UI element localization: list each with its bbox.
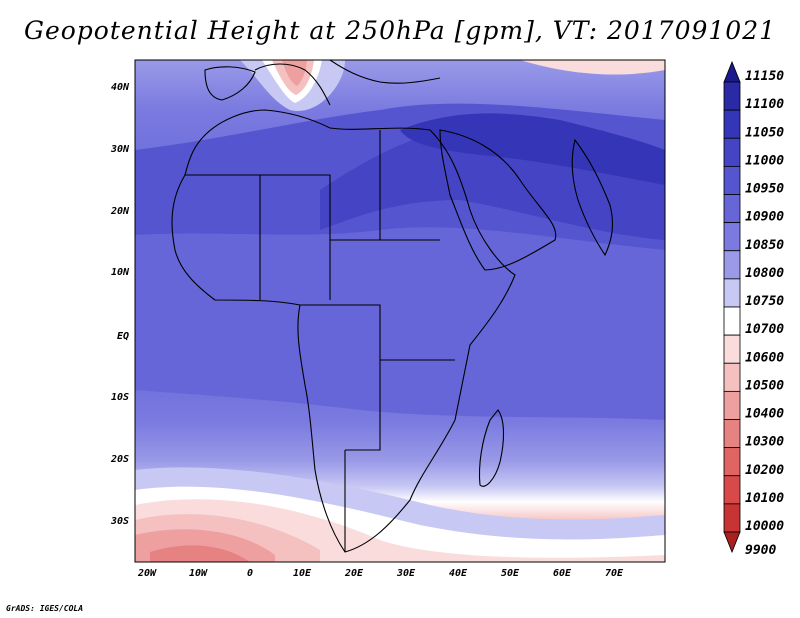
colorbar-swatch xyxy=(723,334,741,364)
colorbar-label: 10300 xyxy=(745,435,784,450)
colorbar-swatch xyxy=(723,306,741,336)
lon-tick-label: 20E xyxy=(344,568,364,579)
lat-axis: 40N 30N 20N 10N EQ 10S 20S 30S xyxy=(110,82,130,527)
colorbar-swatch xyxy=(723,109,741,139)
colorbar-swatch xyxy=(723,390,741,420)
colorbar-swatch xyxy=(723,194,741,224)
lon-tick-label: 10W xyxy=(189,568,208,579)
lat-tick-label: EQ xyxy=(117,331,129,342)
coastlines xyxy=(171,60,614,553)
lat-tick-label: 10N xyxy=(111,267,130,278)
colorbar-swatch xyxy=(723,362,741,392)
colorbar-swatch xyxy=(723,419,741,449)
colorbar-label: 10700 xyxy=(745,322,784,337)
colorbar-swatch xyxy=(723,447,741,477)
lon-tick-label: 30E xyxy=(396,568,416,579)
map-title: Geopotential Height at 250hPa [gpm], VT:… xyxy=(23,16,777,45)
colorbar-swatch xyxy=(723,137,741,167)
lat-tick-label: 10S xyxy=(111,392,129,403)
credit-label: GrADS: IGES/COLA xyxy=(6,604,84,613)
colorbar-label: 10750 xyxy=(745,294,784,309)
colorbar-label: 10400 xyxy=(745,407,784,422)
lon-tick-label: 20W xyxy=(137,568,157,579)
colorbar-swatch xyxy=(723,222,741,252)
colorbar-swatch xyxy=(723,165,741,195)
colorbar-label: 11100 xyxy=(745,97,784,112)
colorbar-label: 10600 xyxy=(745,350,784,365)
lon-axis: 20W 10W 0 10E 20E 30E 40E 50E 60E 70E xyxy=(137,568,624,579)
colorbar-swatch xyxy=(723,503,741,533)
lon-tick-label: 70E xyxy=(605,568,624,579)
colorbar-label: 10900 xyxy=(745,210,784,225)
height-field xyxy=(135,60,665,562)
colorbar-label: 10000 xyxy=(745,519,784,534)
lon-tick-label: 40E xyxy=(449,568,468,579)
colorbar: 11150 11100 11050 11000 10950 10900 10850 10800… xyxy=(723,60,784,558)
colorbar-swatch xyxy=(723,250,741,280)
colorbar-swatch xyxy=(723,81,741,111)
colorbar-swatch xyxy=(723,475,741,505)
colorbar-label: 9900 xyxy=(745,543,776,558)
lon-tick-label: 50E xyxy=(501,568,520,579)
colorbar-label: 10800 xyxy=(745,266,784,281)
colorbar-label: 10850 xyxy=(745,238,784,253)
colorbar-label: 10100 xyxy=(745,491,784,506)
lat-tick-label: 30N xyxy=(110,144,130,155)
colorbar-label: 11050 xyxy=(745,125,784,140)
colorbar-label: 11000 xyxy=(745,153,784,168)
colorbar-label: 11150 xyxy=(745,69,784,84)
lon-tick-label: 0 xyxy=(247,568,253,579)
lat-tick-label: 20S xyxy=(110,454,129,465)
colorbar-swatch xyxy=(723,60,741,83)
plot-frame xyxy=(134,59,666,563)
colorbar-label: 10200 xyxy=(745,463,784,478)
lat-tick-label: 20N xyxy=(110,206,130,217)
colorbar-swatch xyxy=(723,531,741,554)
lat-tick-label: 30S xyxy=(110,516,129,527)
colorbar-label: 10500 xyxy=(745,378,784,393)
colorbar-swatch xyxy=(723,278,741,308)
lat-tick-label: 40N xyxy=(111,82,130,93)
colorbar-label: 10950 xyxy=(745,182,784,197)
lon-tick-label: 60E xyxy=(553,568,572,579)
lon-tick-label: 10E xyxy=(293,568,312,579)
